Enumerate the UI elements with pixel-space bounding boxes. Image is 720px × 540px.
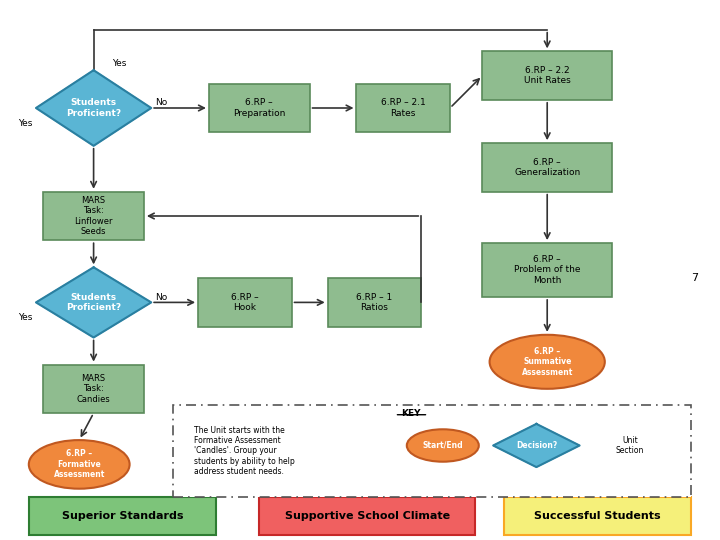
Ellipse shape bbox=[29, 440, 130, 489]
Text: 7: 7 bbox=[691, 273, 698, 283]
Text: MARS
Task:
Candies: MARS Task: Candies bbox=[77, 374, 110, 404]
Polygon shape bbox=[36, 267, 151, 338]
Text: No: No bbox=[155, 293, 167, 301]
FancyBboxPatch shape bbox=[43, 192, 144, 240]
Text: Successful Students: Successful Students bbox=[534, 511, 661, 521]
Text: 6.RP –
Summative
Assessment: 6.RP – Summative Assessment bbox=[521, 347, 573, 377]
Text: Yes: Yes bbox=[18, 313, 32, 322]
Bar bbox=[173, 405, 691, 497]
FancyBboxPatch shape bbox=[482, 143, 612, 192]
Text: Unit
Section: Unit Section bbox=[616, 436, 644, 455]
Text: Yes: Yes bbox=[18, 119, 32, 128]
Polygon shape bbox=[493, 424, 580, 467]
Text: KEY: KEY bbox=[400, 409, 420, 417]
Text: Superior Standards: Superior Standards bbox=[62, 511, 183, 521]
Text: Yes: Yes bbox=[112, 58, 126, 68]
Text: 6.RP –
Preparation: 6.RP – Preparation bbox=[233, 98, 285, 118]
FancyBboxPatch shape bbox=[328, 278, 421, 327]
Text: No: No bbox=[155, 98, 167, 107]
FancyBboxPatch shape bbox=[356, 84, 450, 132]
Text: 6.RP –
Problem of the
Month: 6.RP – Problem of the Month bbox=[514, 255, 580, 285]
FancyBboxPatch shape bbox=[43, 364, 144, 413]
Text: 6.RP –
Generalization: 6.RP – Generalization bbox=[514, 158, 580, 177]
Text: Students
Proficient?: Students Proficient? bbox=[66, 98, 121, 118]
FancyBboxPatch shape bbox=[29, 497, 216, 535]
Text: 6.RP –
Formative
Assessment: 6.RP – Formative Assessment bbox=[53, 449, 105, 480]
FancyBboxPatch shape bbox=[482, 243, 612, 297]
Text: 6.RP – 2.2
Unit Rates: 6.RP – 2.2 Unit Rates bbox=[524, 66, 570, 85]
Text: 6.RP – 2.1
Rates: 6.RP – 2.1 Rates bbox=[381, 98, 426, 118]
Text: Decision?: Decision? bbox=[516, 441, 557, 450]
Ellipse shape bbox=[490, 335, 605, 389]
FancyBboxPatch shape bbox=[482, 51, 612, 100]
FancyBboxPatch shape bbox=[259, 497, 475, 535]
FancyBboxPatch shape bbox=[198, 278, 292, 327]
Text: Supportive School Climate: Supportive School Climate bbox=[284, 511, 450, 521]
FancyBboxPatch shape bbox=[504, 497, 691, 535]
Ellipse shape bbox=[407, 429, 479, 462]
Text: Start/End: Start/End bbox=[423, 441, 463, 450]
FancyBboxPatch shape bbox=[209, 84, 310, 132]
Text: 6.RP – 1
Ratios: 6.RP – 1 Ratios bbox=[356, 293, 392, 312]
Text: MARS
Task:
Linflower
Seeds: MARS Task: Linflower Seeds bbox=[74, 196, 113, 236]
Text: 6.RP –
Hook: 6.RP – Hook bbox=[231, 293, 258, 312]
Text: Students
Proficient?: Students Proficient? bbox=[66, 293, 121, 312]
Polygon shape bbox=[36, 70, 151, 146]
Text: The Unit starts with the
Formative Assessment
'Candles'. Group your
students by : The Unit starts with the Formative Asses… bbox=[194, 426, 295, 476]
FancyBboxPatch shape bbox=[587, 429, 673, 462]
